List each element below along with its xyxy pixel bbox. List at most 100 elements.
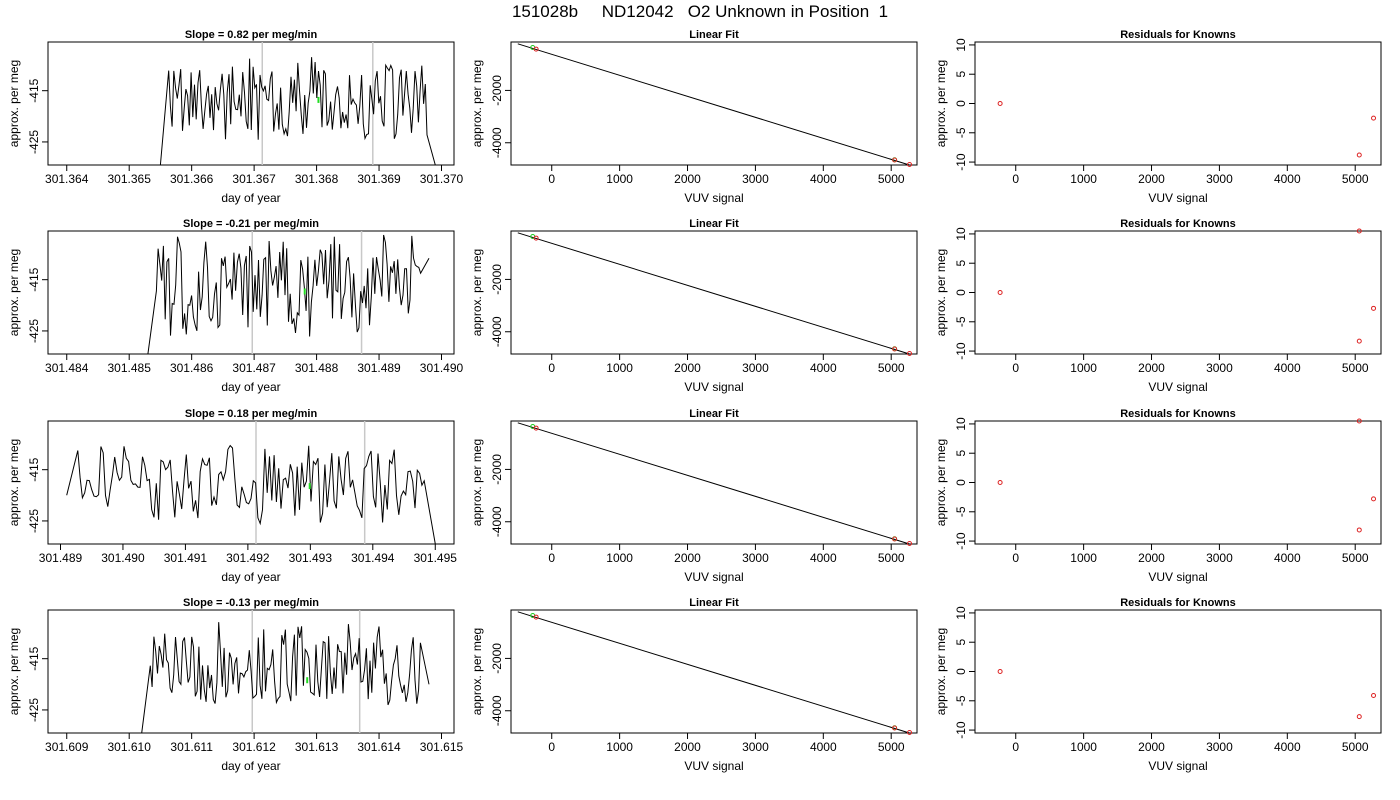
known-point bbox=[997, 290, 1003, 295]
y-tick-label: 10 bbox=[954, 417, 968, 431]
plot-frame bbox=[47, 230, 455, 355]
x-tick-label: 301.492 bbox=[226, 551, 270, 565]
panel-title: Slope = -0.21 per meg/min bbox=[183, 218, 319, 230]
y-axis-label: approx. per meg bbox=[7, 249, 21, 336]
x-tick-label: 301.615 bbox=[420, 740, 464, 754]
known-point bbox=[997, 480, 1003, 485]
y-tick-label: -415 bbox=[27, 267, 41, 291]
known-point bbox=[1371, 693, 1377, 699]
y-tick-label: -425 bbox=[27, 698, 41, 722]
known-point bbox=[997, 669, 1003, 674]
y-axis-label: approx. per meg bbox=[470, 439, 484, 526]
known-point bbox=[892, 157, 898, 163]
x-tick-label: 4000 bbox=[1274, 361, 1301, 375]
panel-row4-residuals: Residuals for Knowns 0 1000 2000 3000 4000 500… bbox=[934, 597, 1382, 773]
y-tick-label: -425 bbox=[27, 130, 41, 154]
plot-frame bbox=[47, 41, 455, 166]
y-axis-label: approx. per meg bbox=[470, 628, 484, 715]
y-tick-label: 0 bbox=[954, 100, 968, 107]
known-point bbox=[1371, 115, 1377, 121]
panel-title: Residuals for Knowns bbox=[1120, 218, 1236, 230]
x-tick-label: 301.491 bbox=[164, 551, 208, 565]
y-tick-label: -4000 bbox=[490, 695, 504, 726]
x-axis-label: VUV signal bbox=[1148, 759, 1207, 773]
x-tick-label: 0 bbox=[1012, 551, 1019, 565]
x-tick-label: 1000 bbox=[1070, 551, 1097, 565]
x-axis-label: VUV signal bbox=[1148, 191, 1207, 205]
x-tick-label: 3000 bbox=[1206, 361, 1233, 375]
y-tick-label: -5 bbox=[954, 316, 968, 327]
signal-trace bbox=[159, 57, 436, 166]
x-tick-label: 3000 bbox=[742, 361, 769, 375]
x-tick-label: 301.490 bbox=[101, 551, 145, 565]
fit-line bbox=[517, 611, 911, 734]
plot-frame bbox=[974, 609, 1382, 734]
known-point bbox=[907, 729, 913, 735]
y-tick-label: -10 bbox=[954, 532, 968, 550]
y-tick-label: 5 bbox=[954, 450, 968, 457]
known-point bbox=[533, 425, 539, 431]
x-tick-label: 4000 bbox=[1274, 740, 1301, 754]
panel-row2-linear-fit: Linear Fit 0 1000 2000 3000 4000 5000 VUV signa… bbox=[470, 218, 918, 394]
signal-trace bbox=[141, 622, 430, 734]
panel-row2-residuals: Residuals for Knowns 0 1000 2000 3000 4000 500… bbox=[934, 218, 1382, 394]
known-point bbox=[533, 46, 539, 52]
y-axis-label: approx. per meg bbox=[7, 439, 21, 526]
known-point bbox=[1371, 305, 1377, 311]
known-point bbox=[907, 540, 913, 546]
y-tick-label: -415 bbox=[27, 457, 41, 481]
plot-frame bbox=[974, 41, 1382, 166]
x-axis-label: VUV signal bbox=[1148, 380, 1207, 394]
y-axis-label: approx. per meg bbox=[470, 60, 484, 147]
panel-title: Linear Fit bbox=[689, 218, 739, 230]
panel-row1-linear-fit: Linear Fit 0 1000 2000 3000 4000 5000 VUV signa… bbox=[470, 29, 918, 205]
panel-row1-timeseries: Slope = 0.82 per meg/min 301.364 301.365 30… bbox=[7, 29, 464, 205]
y-tick-label: -5 bbox=[954, 506, 968, 517]
x-tick-label: 301.614 bbox=[357, 740, 401, 754]
y-axis-label: approx. per meg bbox=[934, 249, 948, 336]
x-tick-label: 1000 bbox=[606, 740, 633, 754]
x-tick-label: 5000 bbox=[1342, 551, 1369, 565]
panel-row3-linear-fit: Linear Fit 0 1000 2000 3000 4000 5000 VUV signa… bbox=[470, 408, 918, 584]
y-axis-label: approx. per meg bbox=[934, 60, 948, 147]
known-point bbox=[1371, 496, 1377, 502]
x-tick-label: 0 bbox=[548, 361, 555, 375]
known-point bbox=[892, 346, 898, 352]
x-tick-label: 1000 bbox=[606, 172, 633, 186]
y-tick-label: 0 bbox=[954, 479, 968, 486]
plot-frame bbox=[510, 41, 918, 166]
x-tick-label: 301.369 bbox=[357, 172, 401, 186]
x-tick-label: 4000 bbox=[1274, 172, 1301, 186]
plot-frame bbox=[974, 420, 1382, 545]
known-point bbox=[907, 161, 913, 167]
x-tick-label: 1000 bbox=[1070, 740, 1097, 754]
y-axis-label: approx. per meg bbox=[934, 628, 948, 715]
x-tick-label: 2000 bbox=[674, 740, 701, 754]
fit-line bbox=[517, 422, 911, 545]
plot-frame bbox=[510, 609, 918, 734]
panel-title: Residuals for Knowns bbox=[1120, 408, 1236, 420]
x-tick-label: 2000 bbox=[1138, 551, 1165, 565]
y-tick-label: 10 bbox=[954, 227, 968, 241]
x-axis-label: day of year bbox=[221, 570, 280, 584]
x-tick-label: 3000 bbox=[742, 172, 769, 186]
panel-title: Slope = 0.82 per meg/min bbox=[185, 29, 318, 41]
fit-line bbox=[517, 232, 911, 355]
y-tick-label: -10 bbox=[954, 342, 968, 360]
x-tick-label: 301.485 bbox=[108, 361, 152, 375]
y-axis-label: approx. per meg bbox=[7, 628, 21, 715]
x-tick-label: 301.613 bbox=[295, 740, 339, 754]
x-tick-label: 301.489 bbox=[357, 361, 401, 375]
x-tick-label: 2000 bbox=[1138, 740, 1165, 754]
x-tick-label: 3000 bbox=[1206, 551, 1233, 565]
x-tick-label: 0 bbox=[548, 172, 555, 186]
x-tick-label: 3000 bbox=[742, 551, 769, 565]
x-tick-label: 3000 bbox=[1206, 172, 1233, 186]
panel-row2-timeseries: Slope = -0.21 per meg/min 301.484 301.485 3… bbox=[7, 218, 464, 394]
mean-marker bbox=[308, 483, 311, 490]
panel-title: Residuals for Knowns bbox=[1120, 29, 1236, 41]
known-point bbox=[1356, 418, 1362, 424]
x-tick-label: 301.370 bbox=[420, 172, 464, 186]
y-tick-label: 0 bbox=[954, 289, 968, 296]
signal-trace bbox=[147, 234, 430, 355]
